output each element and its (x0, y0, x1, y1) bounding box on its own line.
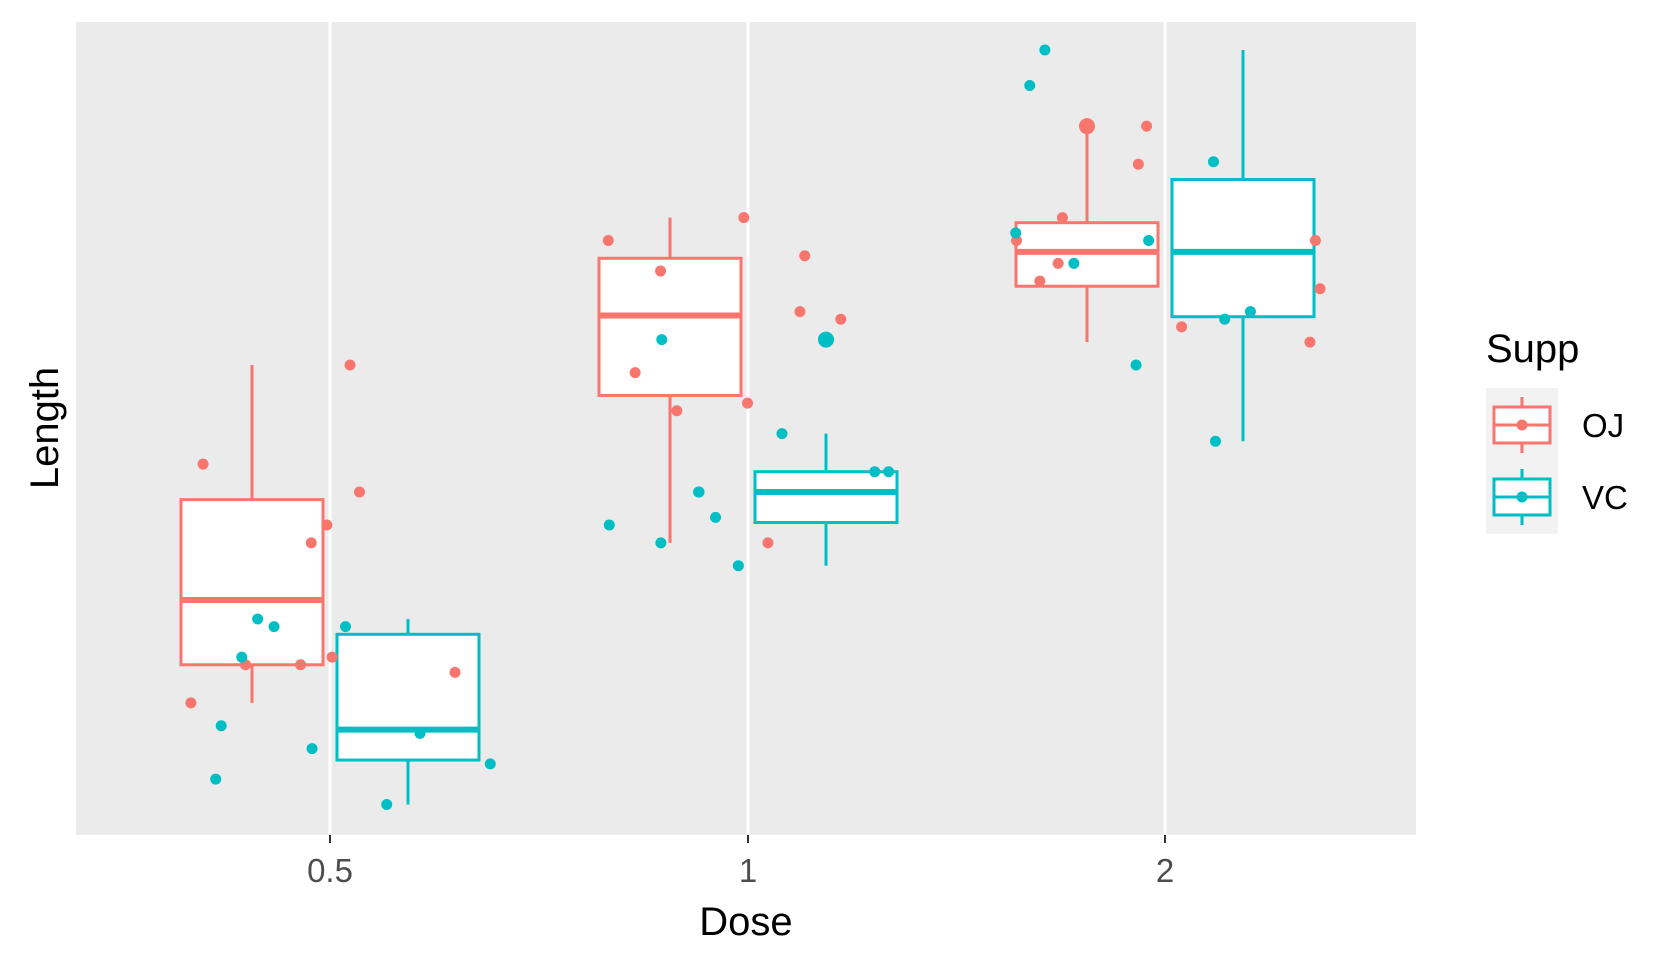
data-point-VC (484, 758, 496, 770)
x-tick-label: 0.5 (307, 852, 353, 889)
data-point-OJ (295, 659, 307, 671)
data-point-VC (710, 511, 722, 523)
gridlines (328, 22, 1167, 835)
data-point-OJ (344, 359, 356, 371)
data-point-VC (869, 466, 881, 478)
data-point-OJ (185, 697, 197, 709)
box (1170, 178, 1316, 319)
legend-key-point (1516, 491, 1528, 503)
boxplot-VC-1 (753, 433, 899, 566)
data-point-VC (1143, 234, 1155, 246)
data-point-VC (1219, 313, 1231, 325)
data-point-VC (603, 519, 615, 531)
plot-panel (76, 22, 1416, 835)
legend-label: OJ (1582, 407, 1624, 444)
y-axis-title: Length (23, 367, 67, 489)
boxplot-OJ-0.5 (179, 364, 325, 703)
outlier-point-VC (818, 331, 834, 348)
data-point-OJ (326, 651, 338, 663)
data-point-OJ (629, 367, 641, 379)
data-point-OJ (305, 537, 317, 549)
x-axis-title: Dose (699, 900, 792, 944)
data-point-OJ (354, 486, 366, 498)
legend-label: VC (1582, 479, 1628, 516)
outlier-point-OJ (1079, 118, 1095, 135)
data-point-VC (340, 621, 352, 633)
data-point-VC (1244, 306, 1256, 318)
data-point-VC (1209, 435, 1221, 447)
data-point-VC (414, 727, 426, 739)
data-point-VC (883, 466, 895, 478)
x-axis-ticks: 0.5 1 2 (307, 835, 1174, 889)
data-point-OJ (799, 250, 811, 262)
data-point-OJ (794, 306, 806, 318)
data-point-OJ (1034, 275, 1046, 287)
box (597, 256, 743, 397)
data-point-VC (1207, 156, 1219, 168)
data-point-VC (236, 651, 248, 663)
data-point-OJ (321, 519, 333, 531)
box (335, 632, 481, 762)
data-point-VC (381, 799, 393, 811)
data-point-VC (1010, 227, 1022, 239)
boxplots (179, 49, 1316, 805)
data-point-OJ (1141, 120, 1153, 132)
data-point-OJ (1132, 158, 1144, 170)
x-tick-label: 1 (739, 852, 757, 889)
legend-key-OJ: OJ (1492, 397, 1624, 453)
data-point-VC (252, 613, 264, 625)
legend: Supp OJ VC (1486, 327, 1628, 534)
data-point-OJ (1304, 336, 1316, 348)
data-point-VC (1039, 44, 1051, 56)
data-point-VC (693, 486, 705, 498)
box (179, 498, 325, 667)
data-point-OJ (449, 666, 461, 678)
boxplot-OJ-1 (597, 217, 743, 543)
data-point-OJ (602, 234, 614, 246)
data-point-VC (656, 334, 668, 346)
data-point-VC (1068, 257, 1080, 269)
boxplot-VC-0.5 (335, 619, 481, 805)
jitter-points (185, 44, 1326, 811)
boxplot-VC-2 (1170, 49, 1316, 442)
data-point-VC (210, 773, 222, 785)
data-point-VC (306, 743, 318, 755)
data-point-OJ (762, 537, 774, 549)
data-point-VC (215, 720, 227, 732)
data-point-OJ (197, 458, 209, 470)
data-point-OJ (738, 212, 750, 224)
legend-title: Supp (1486, 327, 1579, 371)
data-point-VC (268, 621, 280, 633)
data-point-OJ (1056, 212, 1068, 224)
box (753, 470, 899, 525)
legend-key-VC: VC (1492, 469, 1628, 525)
data-point-OJ (835, 313, 847, 325)
data-point-OJ (1176, 321, 1188, 333)
data-point-OJ (655, 265, 667, 277)
data-point-VC (776, 428, 788, 440)
data-point-OJ (1309, 234, 1321, 246)
data-point-OJ (1314, 283, 1326, 295)
data-point-OJ (671, 405, 683, 417)
data-point-VC (732, 560, 744, 572)
boxplot-OJ-2 (1014, 126, 1160, 343)
data-point-VC (1024, 80, 1036, 92)
legend-key-point (1516, 419, 1528, 431)
data-point-OJ (1052, 257, 1064, 269)
data-point-OJ (742, 397, 754, 409)
x-tick-label: 2 (1156, 852, 1174, 889)
data-point-VC (655, 537, 667, 549)
data-point-VC (1130, 359, 1142, 371)
